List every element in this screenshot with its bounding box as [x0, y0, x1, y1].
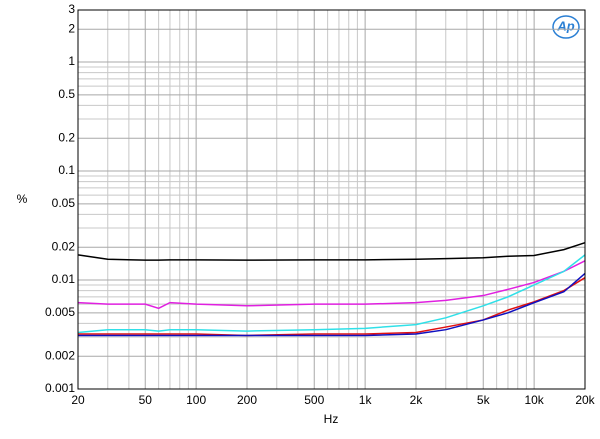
data-line: [77, 254, 586, 334]
y-tick-label: 0.005: [45, 305, 75, 319]
y-tick-label: 1: [68, 54, 75, 68]
x-tick-label: 20: [71, 393, 85, 407]
y-tick-label: 0.1: [58, 163, 75, 177]
y-tick-label: 3: [68, 2, 75, 16]
y-tick-label: 0.002: [45, 348, 75, 362]
y-tick-label: 0.5: [58, 87, 75, 101]
x-tick-label: 5k: [477, 393, 491, 407]
y-axis-label: %: [17, 192, 28, 206]
plot-area: [77, 9, 586, 390]
x-tick-label: 1k: [359, 393, 373, 407]
x-tick-label: 50: [139, 393, 153, 407]
x-tick-label: 500: [304, 393, 324, 407]
y-tick-label: 0.01: [52, 272, 76, 286]
x-tick-label: 10k: [524, 393, 544, 407]
data-line: [78, 272, 586, 337]
y-tick-label: 0.05: [52, 196, 76, 210]
data-line: [77, 260, 586, 310]
x-tick-label: 2k: [410, 393, 424, 407]
data-line: [77, 241, 586, 261]
logo: Ap: [556, 18, 574, 33]
data-line: [78, 277, 586, 337]
x-tick-label: 100: [186, 393, 206, 407]
y-tick-label: 2: [68, 21, 75, 35]
y-tick-label: 0.001: [45, 381, 75, 395]
logo-ring: [552, 15, 580, 39]
x-tick-label: 200: [237, 393, 257, 407]
x-axis-label: Hz: [324, 412, 339, 426]
y-tick-label: 0.2: [58, 130, 75, 144]
y-tick-label: 0.02: [52, 239, 76, 253]
x-tick-label: 20k: [575, 393, 595, 407]
